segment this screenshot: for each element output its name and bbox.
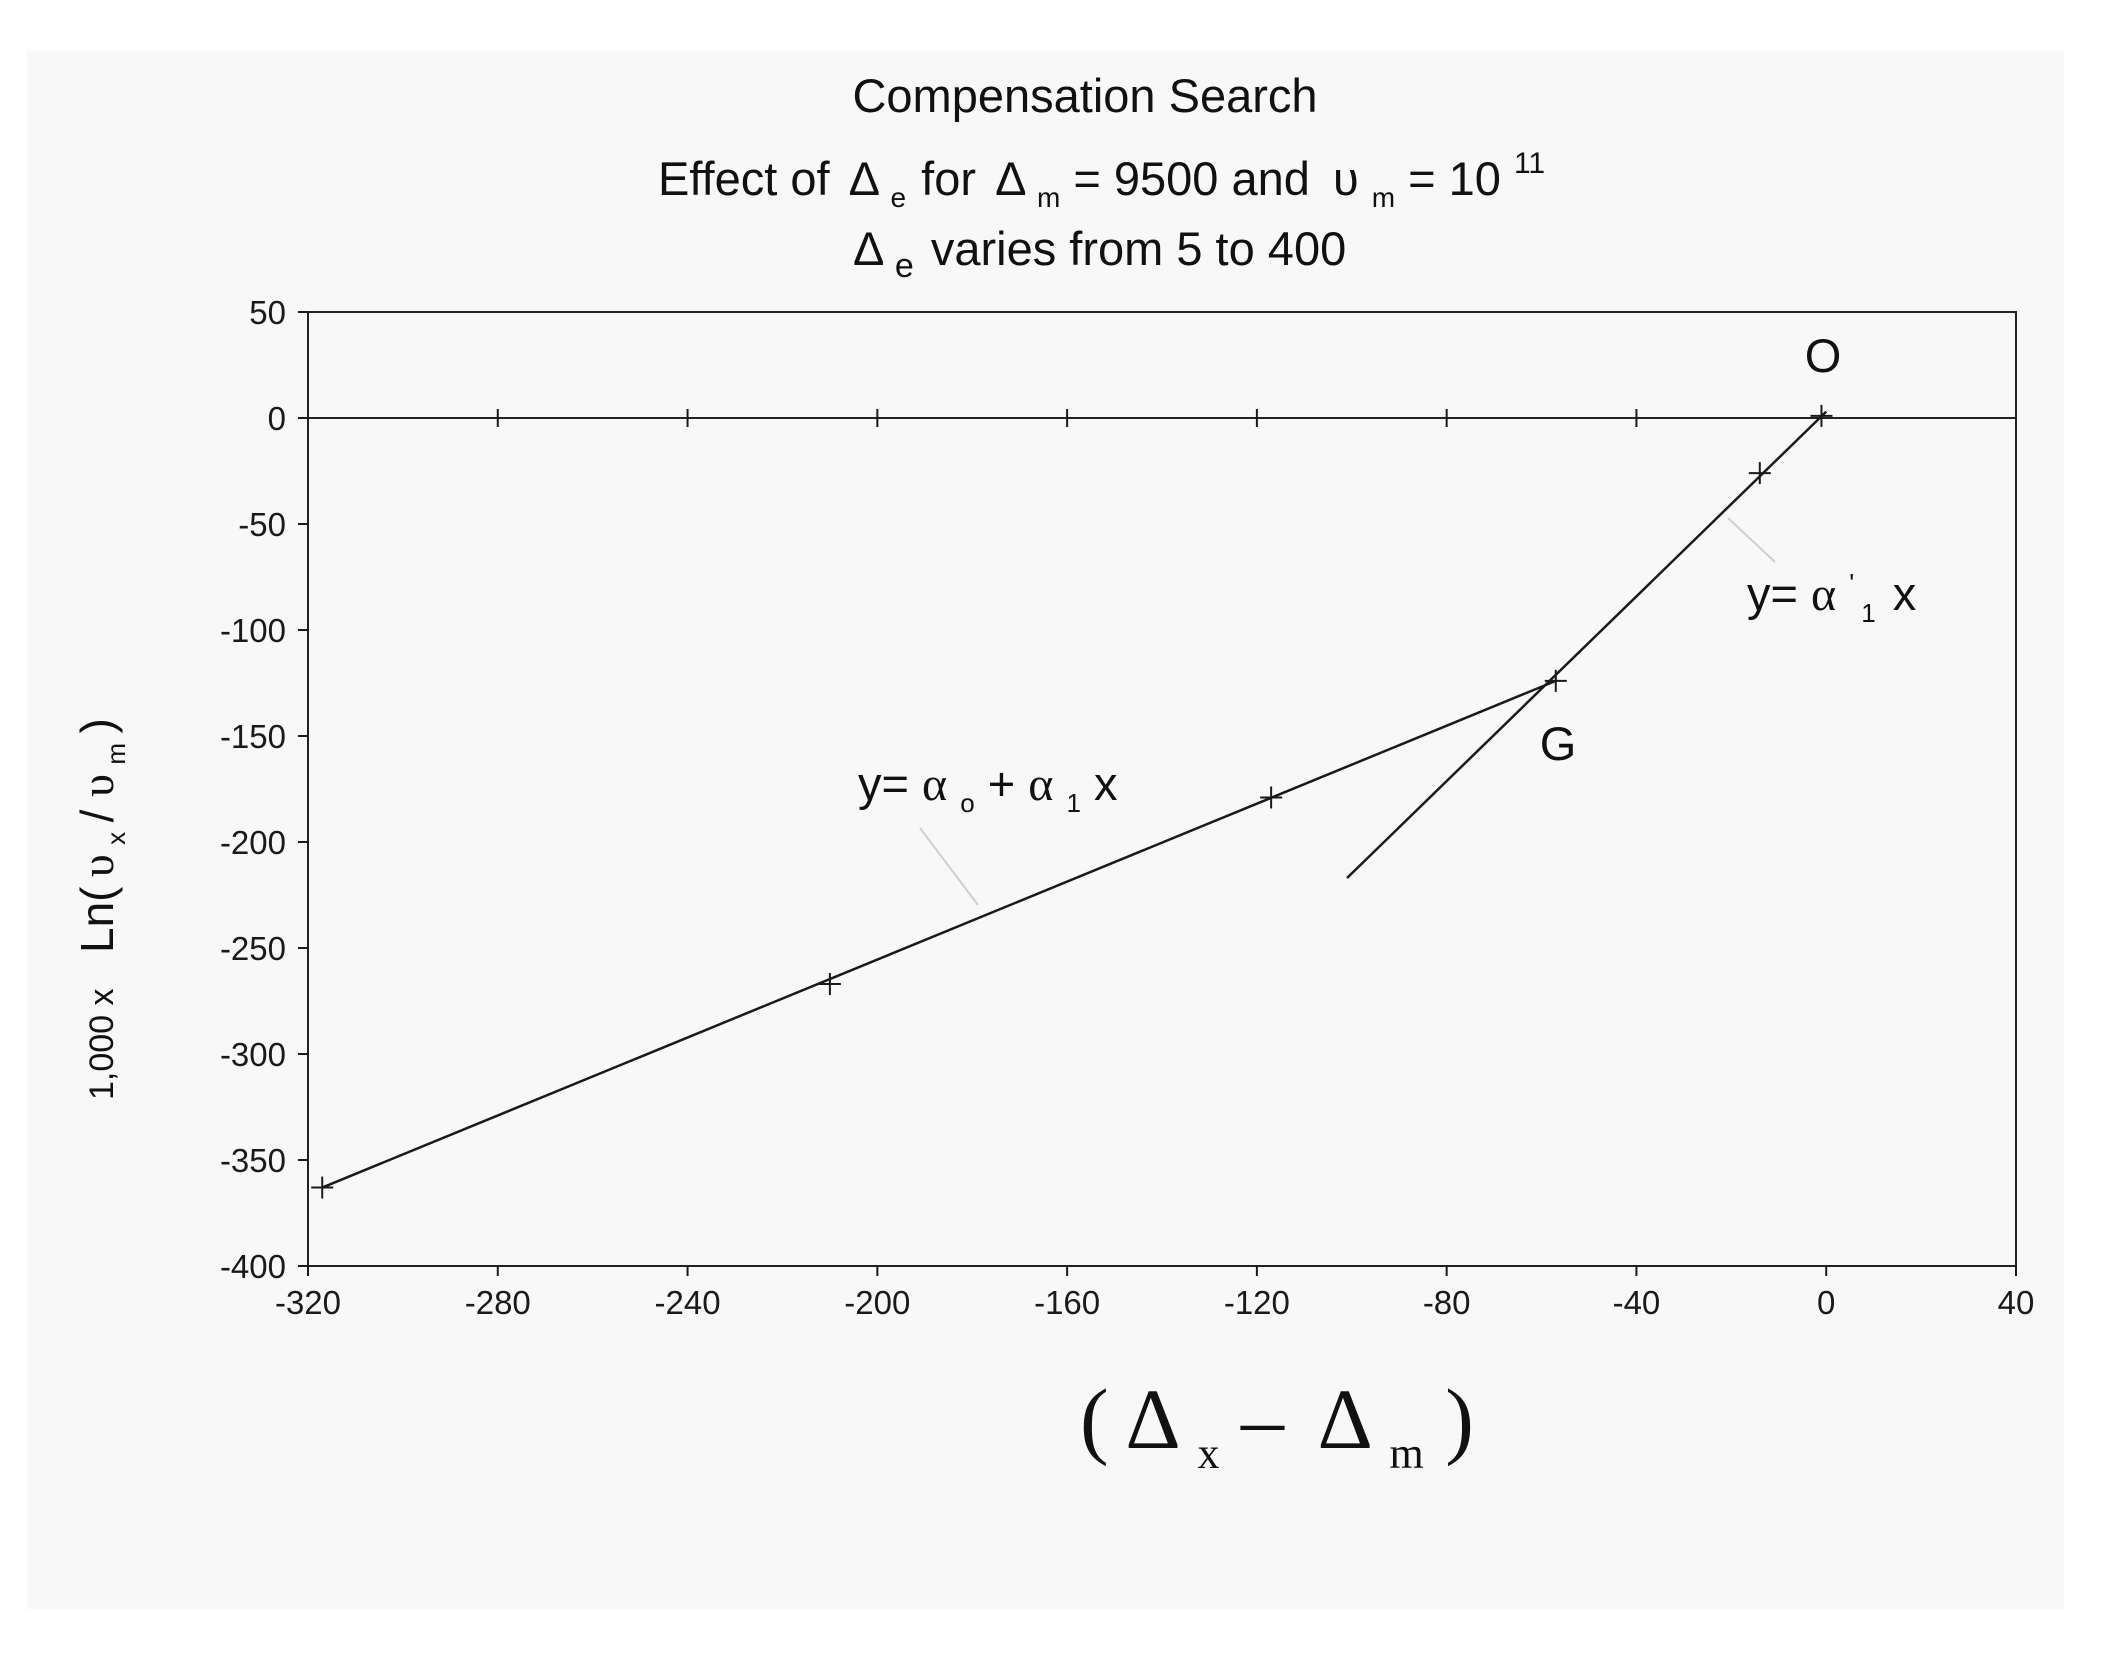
data-point-marker [1260,786,1283,809]
eq1-sub1: 1 [1067,788,1081,818]
subtitle-nu-m-sub: m [1372,182,1395,213]
chart-subtitle-2: Δ e varies from 5 to 400 [853,222,1346,287]
y-tick-label: -100 [220,612,286,649]
eq1-alpha1: α [1028,758,1053,811]
y-tick-label: -400 [220,1248,286,1285]
subtitle-nu-m-value: = 10 [1408,152,1501,205]
data-point-marker [311,1176,334,1199]
xlabel-delta2: Δ [1317,1371,1370,1467]
x-axis: -320 -280 -240 -200 -160 -120 -80 -40 0 40 [275,1266,2034,1321]
x-axis-label: ( Δ x – Δ m ) [1080,1371,1474,1487]
x-tick-label: -80 [1423,1284,1471,1321]
xlabel-minus: – [1240,1371,1285,1467]
y-tick-label: -300 [220,1036,286,1073]
x-tick-label: -40 [1613,1284,1661,1321]
x-tick-label: -160 [1034,1284,1100,1321]
y-tick-label: -250 [220,930,286,967]
data-point-marker [1810,404,1833,427]
y-axis-label: 1,000 x Ln( υ x / υ m ) [71,718,133,1100]
y-axis: 50 0 -50 -100 -150 -200 -250 -300 -350 -400 [220,294,308,1285]
y-tick-label: -200 [220,824,286,861]
subtitle-nu-m: υ [1333,152,1359,205]
xlabel-close: ) [1445,1371,1474,1467]
eq2-sub: 1 [1861,598,1875,628]
data-point-marker [1748,462,1771,485]
subtitle-prefix: Effect of [658,152,831,205]
ylabel-prefix: 1,000 x [83,988,121,1100]
point-label-G: G [1540,717,1577,770]
chart-background [27,51,2064,1609]
y-tick-label: -50 [238,506,286,543]
subtitle2-text: varies from 5 to 400 [931,222,1346,275]
data-point-marker [818,973,841,996]
eq2-suffix: x [1893,567,1917,620]
eq2-leader-line [1727,517,1776,563]
subtitle-nu-m-exp: 11 [1514,147,1545,180]
zero-line-ticks [496,409,1638,427]
eq2-label: y= α ' 1 x [1747,549,1916,632]
x-tick-label: 40 [1998,1284,2035,1321]
ylabel-nu1: υ [72,854,123,877]
data-point-marker [1544,669,1567,692]
xlabel-open: ( [1080,1371,1109,1467]
chart-subtitle: Effect of Δ e for Δ m = 9500 and υ m = 1… [658,147,1545,217]
subtitle2-sub: e [895,247,914,285]
ylabel-ln: Ln( [71,886,123,953]
chart-title: Compensation Search [852,69,1317,122]
eq2-alpha: α [1811,568,1836,621]
xlabel-sub2: m [1390,1429,1424,1478]
eq1-leader-line [919,827,979,906]
x-tick-label: -120 [1224,1284,1290,1321]
x-tick-label: -240 [655,1284,721,1321]
x-tick-label: -200 [844,1284,910,1321]
point-label-O: O [1805,329,1842,382]
ylabel-close: ) [71,718,123,733]
xlabel-delta1: Δ [1125,1371,1178,1467]
x-tick-label: -320 [275,1284,341,1321]
subtitle-delta-m-value: = 9500 and [1073,152,1310,205]
fit-lines [321,410,1828,1189]
subtitle-delta-m-sub: m [1037,182,1060,213]
eq2-sup: ' [1849,568,1854,598]
y-tick-label: 0 [268,400,286,437]
subtitle-delta-m: Δ [995,152,1025,205]
x-tick-label: -280 [465,1284,531,1321]
eq1-suffix: x [1094,757,1118,810]
plot-frame [307,311,2017,1267]
eq1-plus: + [988,757,1029,810]
y-tick-label: -350 [220,1142,286,1179]
ylabel-sub2: m [101,743,131,765]
subtitle-middle: for [921,152,976,205]
data-points [311,404,1833,1199]
ylabel-sub1: x [101,832,131,845]
x-tick-label: 0 [1817,1284,1835,1321]
eq1-alpha0: α [922,758,947,811]
fit-line-a1-prime [1346,410,1828,879]
eq1-sub0: o [960,788,974,818]
subtitle-delta-e: Δ [849,152,879,205]
fit-line-a0-a1 [321,679,1557,1189]
y-tick-label: -150 [220,718,286,755]
eq1-label: y= α o + α 1 x [858,757,1118,822]
eq1-prefix: y= [858,757,922,810]
ylabel-slash: / [71,797,123,823]
ylabel-nu2: υ [72,774,123,797]
y-tick-label: 50 [249,294,286,331]
subtitle-delta-e-sub: e [891,182,907,213]
eq2-prefix: y= [1747,567,1798,620]
xlabel-sub1: x [1197,1429,1219,1478]
subtitle2-delta: Δ [853,222,883,275]
